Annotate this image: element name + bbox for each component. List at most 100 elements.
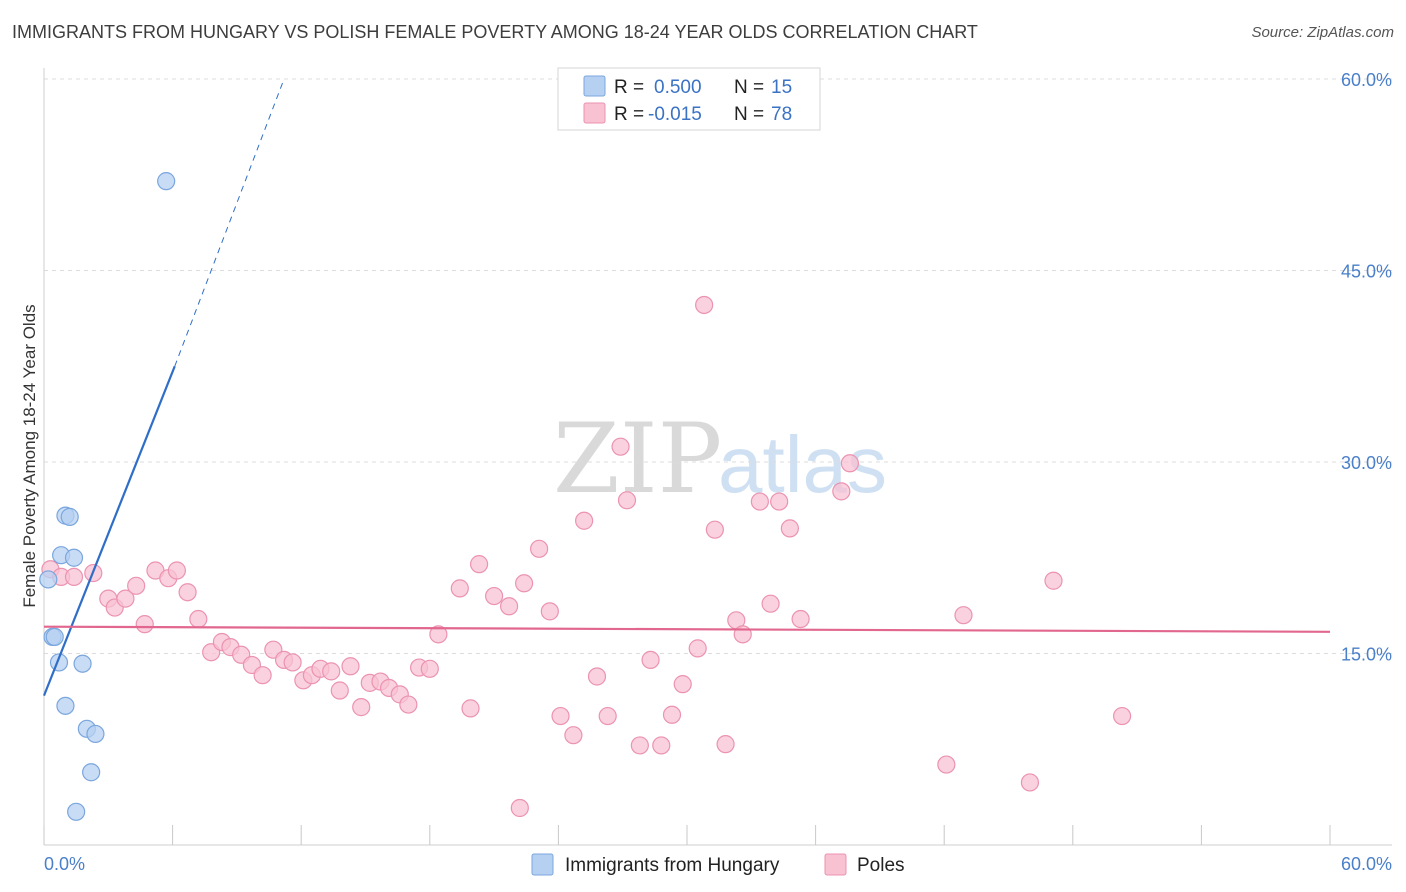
- point-poles: [399, 695, 418, 714]
- trend-line-poles: [43, 625, 1331, 633]
- point-hungary: [45, 627, 64, 647]
- point-poles: [937, 755, 956, 774]
- legend-r-value-poles: -0.015: [648, 104, 702, 125]
- point-poles: [611, 437, 630, 456]
- legend-r-value-hungary: 0.500: [654, 77, 702, 98]
- point-poles: [716, 735, 735, 754]
- legend: R = 0.500 N = 15 R = -0.015 N = 78: [557, 67, 821, 131]
- bottom-legend-swatch-hungary: [531, 853, 554, 876]
- point-hungary: [67, 802, 86, 821]
- point-poles: [330, 681, 349, 700]
- bottom-legend-label-hungary: Immigrants from Hungary: [565, 855, 780, 876]
- trend-line-hungary-extension: [174, 78, 285, 367]
- point-poles: [954, 606, 973, 625]
- trend-lines: [42, 78, 1331, 697]
- point-poles: [540, 602, 559, 621]
- point-poles: [429, 625, 448, 644]
- legend-r-label-hungary: R =: [614, 77, 644, 98]
- point-poles: [551, 706, 570, 726]
- point-poles: [116, 589, 135, 608]
- point-poles: [750, 492, 769, 511]
- point-poles: [1020, 773, 1040, 792]
- point-poles: [770, 492, 789, 511]
- x-tick-label-max: 60.0%: [1341, 854, 1392, 874]
- point-poles: [500, 597, 519, 616]
- point-poles: [652, 736, 671, 755]
- point-poles: [840, 454, 859, 473]
- legend-swatch-poles: [583, 102, 606, 124]
- point-poles: [510, 798, 529, 818]
- point-poles: [167, 561, 186, 580]
- watermark-zip: ZIP: [553, 403, 722, 515]
- point-poles: [791, 609, 810, 629]
- y-tick-label: 45.0%: [1341, 262, 1392, 282]
- point-poles: [469, 555, 489, 574]
- point-poles: [341, 657, 360, 676]
- bottom-legend: Immigrants from Hungary Poles: [531, 853, 905, 876]
- point-poles: [575, 511, 594, 530]
- point-poles: [673, 675, 692, 694]
- legend-n-label-poles: N =: [734, 104, 764, 125]
- legend-swatch-hungary: [583, 75, 606, 97]
- series-poles-points: [41, 295, 1132, 818]
- y-tick-label: 30.0%: [1341, 453, 1392, 473]
- point-poles: [283, 653, 302, 672]
- bottom-legend-swatch-poles: [824, 853, 847, 876]
- trend-line-hungary: [42, 365, 176, 697]
- point-poles: [832, 482, 851, 501]
- point-poles: [352, 698, 371, 717]
- point-poles: [695, 295, 714, 315]
- point-poles: [705, 520, 724, 539]
- point-poles: [587, 667, 607, 686]
- source-label: Source: ZipAtlas.com: [1251, 24, 1394, 41]
- point-poles: [515, 574, 534, 593]
- point-poles: [322, 662, 341, 681]
- point-poles: [189, 609, 208, 629]
- point-poles: [598, 706, 617, 726]
- point-poles: [64, 567, 84, 587]
- point-hungary: [86, 724, 105, 744]
- point-hungary: [157, 172, 176, 191]
- point-poles: [630, 736, 649, 755]
- y-tick-labels: 15.0% 30.0% 45.0% 60.0%: [1341, 70, 1392, 665]
- point-poles: [135, 615, 154, 634]
- legend-r-label-poles: R =: [614, 104, 644, 125]
- point-poles: [450, 579, 469, 598]
- bottom-legend-label-poles: Poles: [857, 855, 905, 876]
- point-poles: [253, 666, 272, 685]
- point-poles: [420, 659, 439, 678]
- point-hungary: [73, 654, 92, 673]
- point-poles: [780, 519, 799, 538]
- point-poles: [178, 583, 197, 602]
- series-hungary-points: [39, 172, 176, 821]
- y-axis-label: Female Poverty Among 18-24 Year Olds: [20, 304, 39, 607]
- point-hungary: [56, 696, 75, 715]
- point-poles: [1112, 706, 1132, 726]
- legend-n-value-hungary: 15: [771, 77, 792, 98]
- point-poles: [761, 594, 780, 613]
- point-poles: [127, 576, 146, 595]
- point-poles: [1044, 571, 1063, 590]
- y-tick-label: 60.0%: [1341, 70, 1392, 90]
- point-poles: [564, 726, 583, 745]
- axes: [43, 68, 1392, 846]
- point-poles: [688, 639, 707, 658]
- legend-n-value-poles: 78: [771, 104, 792, 125]
- x-tick-label-min: 0.0%: [44, 854, 85, 874]
- point-hungary: [64, 548, 84, 567]
- gridlines: [44, 78, 1392, 654]
- point-poles: [461, 699, 480, 718]
- point-hungary: [39, 570, 58, 589]
- point-hungary: [82, 763, 101, 782]
- y-tick-label: 15.0%: [1341, 645, 1392, 665]
- point-hungary: [60, 507, 79, 526]
- point-poles: [617, 491, 637, 510]
- watermark-atlas: atlas: [718, 420, 887, 509]
- point-poles: [530, 539, 549, 558]
- point-poles: [641, 650, 660, 669]
- point-poles: [662, 705, 682, 724]
- chart-title: IMMIGRANTS FROM HUNGARY VS POLISH FEMALE…: [12, 22, 978, 42]
- x-ticks: [43, 825, 1331, 845]
- point-poles: [485, 586, 504, 606]
